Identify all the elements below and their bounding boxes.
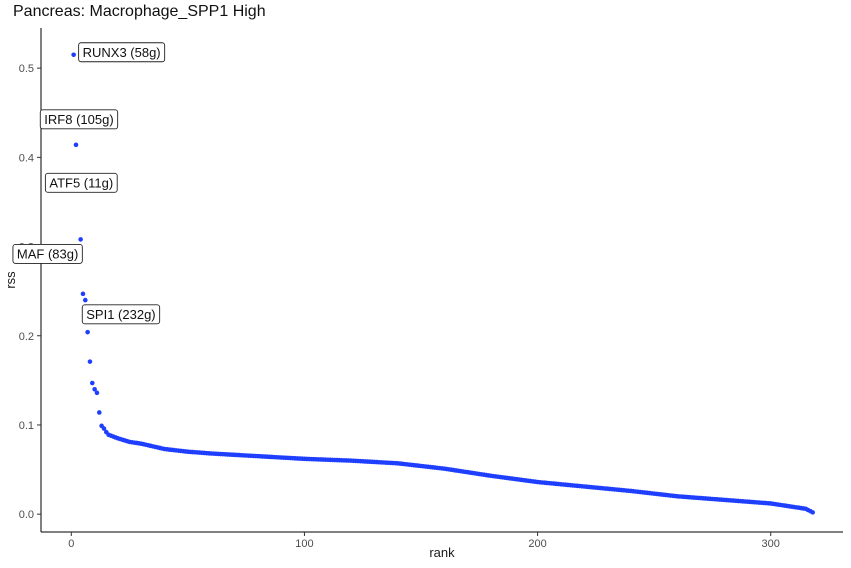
- gene-label-box: [44, 172, 118, 193]
- y-tick-label: 0.2: [19, 331, 34, 343]
- data-point: [82, 297, 88, 303]
- x-tick-label: 100: [295, 538, 313, 550]
- data-point: [810, 510, 815, 515]
- x-tick-label: 200: [528, 538, 546, 550]
- axes: [40, 28, 843, 533]
- data-point: [96, 410, 102, 415]
- gene-label-box: [39, 109, 119, 130]
- gene-label-text: RUNX3 (58g): [83, 45, 161, 60]
- gene-label: IRF8 (105g): [39, 109, 119, 130]
- gene-label-text: ATF5 (11g): [49, 175, 113, 190]
- y-tick-label: 0.1: [19, 420, 34, 432]
- gene-label-box: [12, 243, 83, 264]
- gene-label-box: [81, 304, 161, 325]
- data-point: [80, 291, 86, 297]
- gene-label-text: SPI1 (232g): [86, 307, 155, 322]
- gene-label: SPI1 (232g): [81, 304, 161, 325]
- x-tick-label: 300: [762, 538, 780, 550]
- gene-label-text: MAF (83g): [17, 246, 78, 261]
- y-tick-label: 0.5: [19, 63, 34, 75]
- x-ticks: 0 100 200 300: [68, 532, 780, 550]
- data-point: [78, 237, 83, 242]
- gene-label: RUNX3 (58g): [78, 42, 166, 63]
- y-tick-label: 0.0: [19, 509, 34, 521]
- data-point: [101, 426, 107, 431]
- gene-labels: RUNX3 (58g) IRF8 (105g) ATF5 (11g) MAF (83g…: [12, 42, 166, 325]
- x-axis-title: rank: [429, 545, 455, 560]
- gene-label: MAF (83g): [12, 243, 83, 264]
- y-ticks: 0.00.10.20.30.40.5: [19, 63, 41, 521]
- gene-label: ATF5 (11g): [44, 172, 118, 193]
- y-tick-label: 0.4: [19, 152, 34, 164]
- data-point: [71, 52, 76, 58]
- gene-label-text: IRF8 (105g): [44, 112, 113, 127]
- data-point: [92, 386, 97, 392]
- gene-label-box: [78, 42, 166, 63]
- data-point: [85, 329, 90, 335]
- data-point: [89, 380, 95, 386]
- points-layer: [71, 52, 815, 515]
- data-point: [73, 142, 79, 148]
- data-point: [94, 390, 100, 396]
- x-tick-label: 0: [68, 538, 74, 550]
- data-point: [87, 359, 93, 364]
- y-axis-title: rss: [3, 271, 18, 289]
- chart-title: Pancreas: Macrophage_SPP1 High: [13, 3, 266, 20]
